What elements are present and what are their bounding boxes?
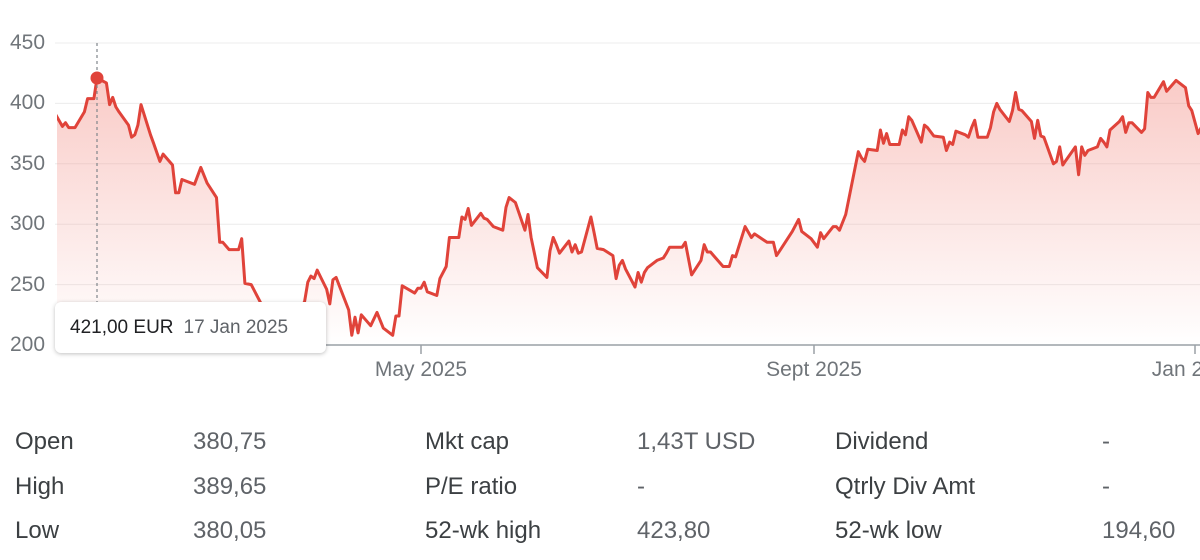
stat-value: -	[1102, 473, 1110, 500]
stat-value: -	[1102, 428, 1110, 455]
stat-value: 380,05	[193, 517, 267, 544]
tooltip-price: 421,00 EUR	[70, 316, 174, 338]
stat-label: Open	[15, 428, 74, 455]
stat-value: 380,75	[193, 428, 267, 455]
stat-label: 52-wk high	[425, 517, 542, 544]
stat-label: Qtrly Div Amt	[835, 473, 976, 500]
stat-label: Low	[15, 517, 60, 544]
stat-label: Dividend	[835, 428, 929, 455]
y-tick-label: 400	[10, 91, 46, 115]
x-tick-label: Jan 2026	[1151, 358, 1200, 381]
stat-label: P/E ratio	[425, 473, 518, 500]
tooltip-date: 17 Jan 2025	[183, 316, 289, 338]
price-area-fill	[57, 78, 1200, 345]
hover-point	[90, 71, 104, 85]
stat-value: 423,80	[637, 517, 711, 544]
stat-value: 389,65	[193, 473, 267, 500]
y-tick-label: 350	[10, 151, 46, 175]
x-tick-label: May 2025	[374, 358, 468, 381]
y-tick-label: 200	[10, 333, 46, 356]
price-tooltip: 421,00 EUR 17 Jan 2025	[55, 302, 326, 353]
y-tick-label: 250	[10, 272, 46, 296]
stat-label: 52-wk low	[835, 517, 942, 544]
y-tick-label: 450	[10, 31, 46, 54]
stat-value: 194,60	[1102, 517, 1176, 544]
stat-label: Mkt cap	[425, 428, 510, 455]
stat-value: -	[637, 473, 645, 500]
price-chart[interactable]	[0, 0, 1200, 400]
x-tick-label: Sept 2025	[766, 358, 862, 381]
stat-value: 1,43T USD	[637, 428, 756, 455]
y-tick-label: 300	[10, 212, 46, 236]
stat-label: High	[15, 473, 65, 500]
price-line	[57, 76, 1200, 341]
